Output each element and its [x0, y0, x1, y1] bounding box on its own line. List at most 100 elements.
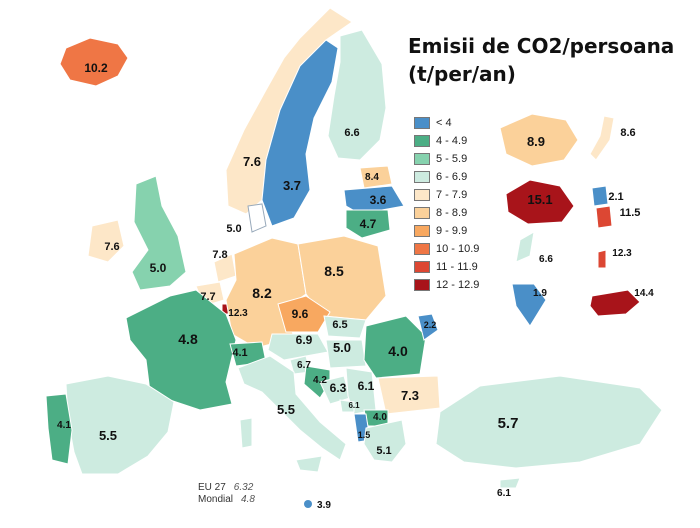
value-labels: 10.2 3.7 6.6 7.6 8.4 3.6 4.7 5.0 7.6 5.0 7.8 7.7 12.… [57, 61, 654, 511]
region-czechia [277, 295, 331, 333]
legend: < 4 4 - 4.9 5 - 5.9 6 - 6.9 7 - 7.9 8 - … [414, 114, 479, 294]
region-value-label: 6.3 [330, 381, 347, 395]
region-iceland [59, 37, 129, 87]
region-value-label: 4.1 [232, 347, 247, 359]
region-value-label: 3.7 [283, 178, 301, 193]
region-value-label: 7.8 [212, 249, 227, 261]
legend-label: 11 - 11.9 [436, 261, 478, 273]
legend-label: < 4 [436, 117, 452, 129]
region-value-label: 3.9 [317, 500, 331, 511]
region-slovakia [323, 315, 367, 339]
region-china [499, 113, 579, 167]
region-spain [65, 375, 175, 475]
region-value-label: 10.2 [84, 61, 108, 75]
region-nz [515, 231, 535, 263]
region-value-label: 8.5 [324, 263, 344, 279]
region-value-label: 4.1 [57, 420, 71, 431]
region-value-label: 7.6 [104, 241, 119, 253]
summary-stats: EU 27 6.32 Mondial 4.8 [198, 482, 255, 506]
region-montenegro [339, 399, 355, 413]
region-sicily [295, 455, 323, 473]
legend-item: 11 - 11.9 [414, 258, 479, 276]
region-value-label: 5.5 [277, 402, 295, 417]
region-value-label: 6.7 [297, 360, 311, 371]
region-taiwan [597, 249, 607, 269]
europe-countries [45, 7, 663, 508]
world-value-label: 8.6 [620, 127, 635, 139]
legend-swatch [414, 261, 430, 273]
region-cyprus [499, 477, 521, 489]
stat-label: EU 27 [198, 482, 226, 493]
world-value-label: 8.9 [527, 134, 545, 149]
region-value-label: 12.3 [228, 308, 248, 319]
stat-value: 4.8 [241, 494, 255, 505]
region-australia [505, 179, 575, 225]
region-korea1 [591, 185, 609, 207]
region-romania [363, 315, 427, 379]
region-value-label: 4.8 [178, 331, 198, 347]
legend-swatch [414, 117, 430, 129]
world-value-label: 2.1 [608, 191, 623, 203]
stat-row-world: Mondial 4.8 [198, 494, 255, 506]
region-value-label: 1.5 [358, 430, 371, 440]
stat-label: Mondial [198, 494, 234, 505]
region-value-label: 7.7 [200, 291, 215, 303]
legend-item: 9 - 9.9 [414, 222, 479, 240]
region-hungary [325, 339, 367, 369]
region-value-label: 9.6 [292, 307, 309, 321]
legend-item: 8 - 8.9 [414, 204, 479, 222]
region-bulgaria [377, 375, 441, 415]
region-value-label: 4.2 [313, 375, 327, 386]
region-italy [237, 355, 347, 461]
region-value-label: 5.1 [376, 445, 391, 457]
region-usa [589, 289, 641, 317]
legend-item: < 4 [414, 114, 479, 132]
region-value-label: 6.1 [497, 488, 511, 499]
region-value-label: 8.4 [365, 172, 379, 183]
legend-swatch [414, 189, 430, 201]
stat-value: 6.32 [233, 482, 254, 493]
legend-item: 4 - 4.9 [414, 132, 479, 150]
legend-label: 12 - 12.9 [436, 279, 480, 291]
region-moldova [417, 313, 439, 341]
region-value-label: 7.6 [243, 154, 261, 169]
region-turkey [435, 375, 663, 469]
region-value-label: 5.7 [498, 415, 519, 432]
stat-row-eu: EU 27 6.32 [198, 482, 255, 494]
legend-label: 8 - 8.9 [436, 207, 468, 219]
region-value-label: 6.1 [348, 401, 360, 410]
world-value-label: 15.1 [527, 192, 552, 207]
region-value-label: 6.1 [358, 379, 375, 393]
region-value-label: 8.2 [252, 285, 272, 301]
legend-item: 6 - 6.9 [414, 168, 479, 186]
region-india [511, 283, 547, 327]
region-france [125, 289, 237, 411]
region-value-label: 2.2 [424, 320, 437, 330]
region-greece [363, 419, 407, 463]
legend-swatch [414, 279, 430, 291]
region-sardinia [239, 417, 253, 449]
map-title: Emisii de CO2/persoana [408, 34, 675, 58]
legend-item: 7 - 7.9 [414, 186, 479, 204]
legend-label: 6 - 6.9 [436, 171, 468, 183]
region-value-label: 5.0 [226, 223, 241, 235]
region-korea2 [595, 205, 613, 229]
region-value-label: 3.6 [370, 193, 387, 207]
region-estonia [359, 165, 393, 189]
region-lithuania [345, 209, 391, 239]
world-insets [499, 113, 641, 327]
world-value-label: 12.3 [612, 248, 632, 259]
legend-item: 10 - 10.9 [414, 240, 479, 258]
legend-swatch [414, 135, 430, 147]
legend-swatch [414, 171, 430, 183]
world-value-label: 6.6 [539, 254, 553, 265]
region-value-label: 6.9 [296, 333, 313, 347]
region-sweden [261, 39, 339, 227]
legend-item: 5 - 5.9 [414, 150, 479, 168]
region-value-label: 4.0 [373, 412, 387, 423]
legend-label: 7 - 7.9 [436, 189, 468, 201]
region-japan [589, 115, 615, 161]
world-value-label: 14.4 [634, 288, 654, 299]
legend-label: 4 - 4.9 [436, 135, 468, 147]
